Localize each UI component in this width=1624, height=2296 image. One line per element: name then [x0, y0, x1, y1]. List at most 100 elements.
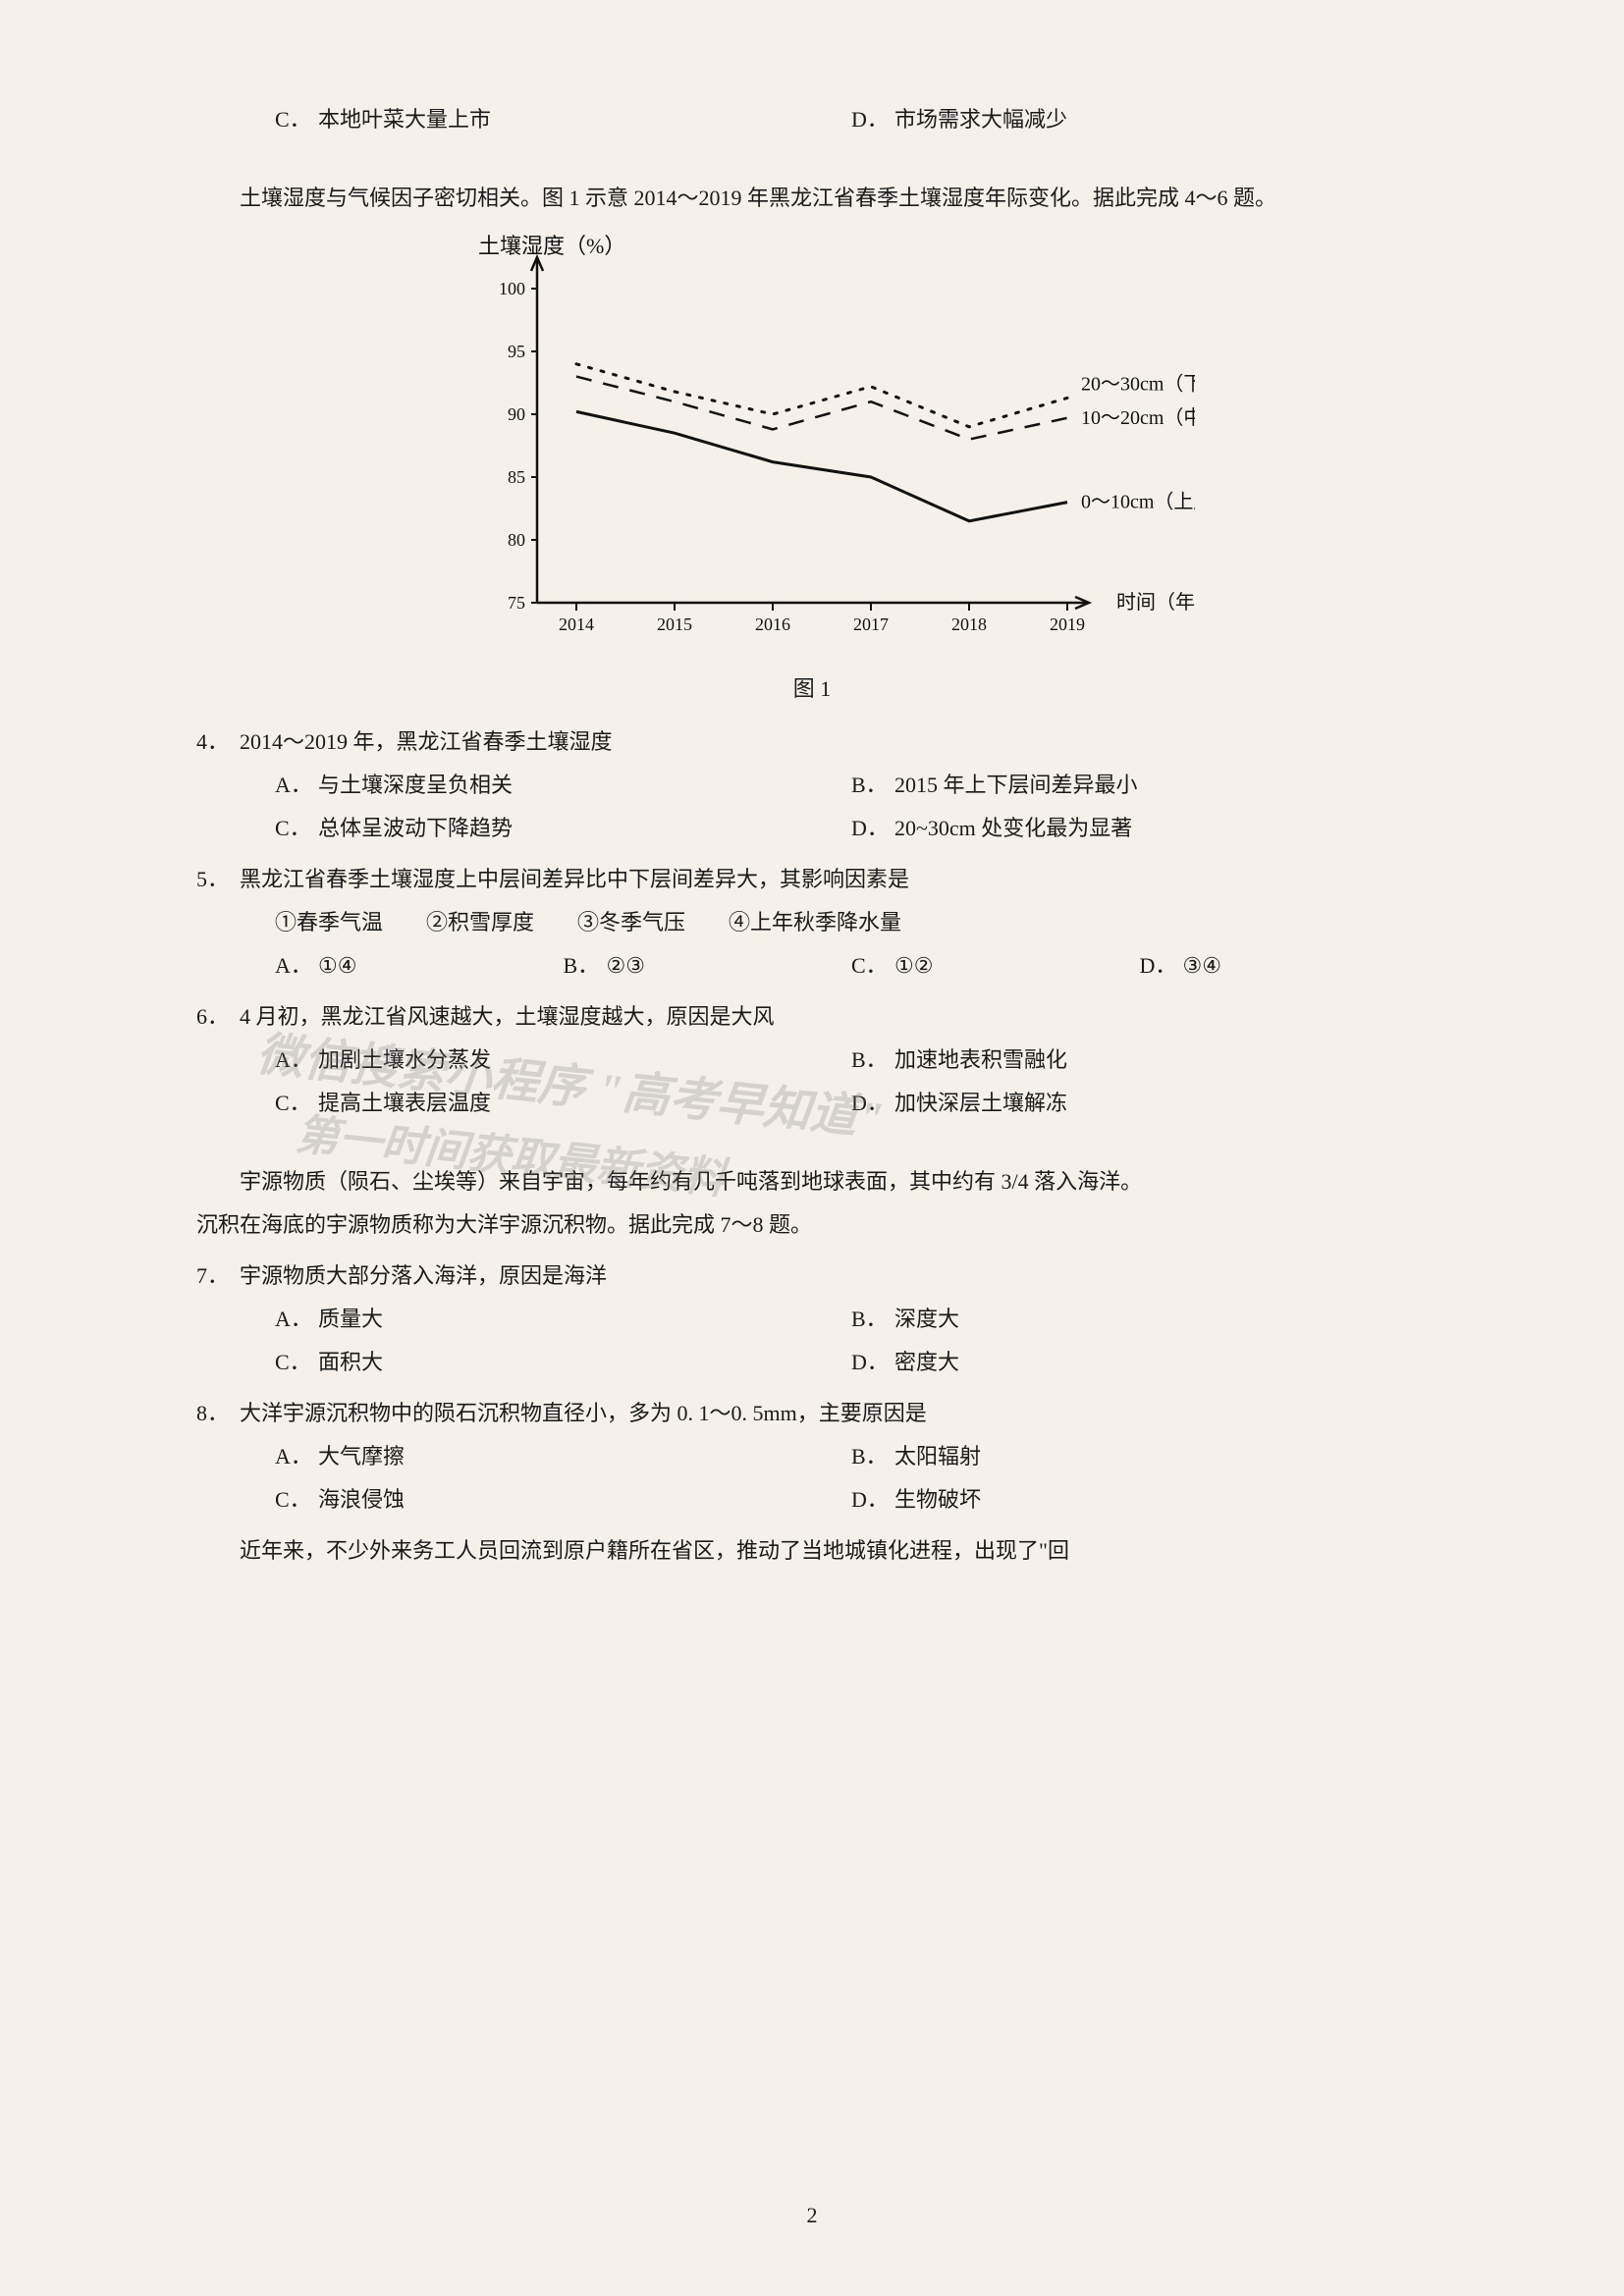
question-6: 6． 4 月初，黑龙江省风速越大，土壤湿度越大，原因是大风	[196, 995, 1428, 1039]
q4-a-label: A．	[275, 764, 318, 807]
q5-factor-4: ④上年秋季降水量	[729, 901, 901, 944]
chart-series-lower	[576, 364, 1067, 427]
q7-a-label: A．	[275, 1298, 318, 1341]
q7-c-text: 面积大	[318, 1341, 383, 1384]
q5-c-text: ①②	[894, 944, 933, 988]
q6-a-label: A．	[275, 1039, 318, 1082]
q4-options-cd: C． 总体呈波动下降趋势 D． 20~30cm 处变化最为显著	[196, 807, 1428, 850]
passage-3: 近年来，不少外来务工人员回流到原户籍所在省区，推动了当地城镇化进程，出现了"回	[196, 1529, 1428, 1573]
q6-option-a: A． 加剧土壤水分蒸发	[275, 1039, 851, 1082]
svg-text:100: 100	[499, 279, 525, 298]
q7-text: 宇源物质大部分落入海洋，原因是海洋	[240, 1255, 1428, 1298]
q4-b-text: 2015 年上下层间差异最小	[894, 764, 1138, 807]
q4-options-ab: A． 与土壤深度呈负相关 B． 2015 年上下层间差异最小	[196, 764, 1428, 807]
q4-option-d: D． 20~30cm 处变化最为显著	[851, 807, 1428, 850]
q4-option-a: A． 与土壤深度呈负相关	[275, 764, 851, 807]
option-d: D． 市场需求大幅减少	[851, 98, 1428, 141]
q6-d-text: 加快深层土壤解冻	[894, 1082, 1067, 1125]
svg-text:2017: 2017	[853, 614, 889, 634]
q5-option-d: D． ③④	[1140, 944, 1429, 988]
passage-2b: 沉积在海底的宇源物质称为大洋宇源沉积物。据此完成 7～8 题。	[196, 1203, 1428, 1247]
svg-text:85: 85	[508, 467, 525, 487]
q6-c-text: 提高土壤表层温度	[318, 1082, 491, 1125]
q6-number: 6．	[196, 995, 240, 1039]
chart-label-upper: 0～10cm（上层）	[1081, 491, 1195, 513]
q6-a-text: 加剧土壤水分蒸发	[318, 1039, 491, 1082]
q4-d-label: D．	[851, 807, 894, 850]
q7-option-b: B． 深度大	[851, 1298, 1428, 1341]
chart-series-upper	[576, 411, 1067, 520]
q8-text: 大洋宇源沉积物中的陨石沉积物直径小，多为 0. 1～0. 5mm，主要原因是	[240, 1392, 1428, 1435]
q5-a-text: ①④	[318, 944, 356, 988]
question-8: 8． 大洋宇源沉积物中的陨石沉积物直径小，多为 0. 1～0. 5mm，主要原因…	[196, 1392, 1428, 1435]
page-number: 2	[807, 2194, 818, 2237]
q7-a-text: 质量大	[318, 1298, 383, 1341]
chart-y-title: 土壤湿度（%）	[478, 234, 625, 258]
passage-1: 土壤湿度与气候因子密切相关。图 1 示意 2014～2019 年黑龙江省春季土壤…	[196, 177, 1428, 220]
svg-text:90: 90	[508, 404, 525, 424]
q6-text: 4 月初，黑龙江省风速越大，土壤湿度越大，原因是大风	[240, 995, 1428, 1039]
q5-factors: ①春季气温 ②积雪厚度 ③冬季气压 ④上年秋季降水量	[196, 901, 1428, 944]
q6-c-label: C．	[275, 1082, 318, 1125]
q5-factor-1: ①春季气温	[275, 901, 383, 944]
q4-c-label: C．	[275, 807, 318, 850]
option-c-text: 本地叶菜大量上市	[318, 98, 491, 141]
q7-number: 7．	[196, 1255, 240, 1298]
q5-d-label: D．	[1140, 944, 1183, 988]
passage-2: 宇源物质（陨石、尘埃等）来自宇宙，每年约有几千吨落到地球表面，其中约有 3/4 …	[196, 1160, 1428, 1203]
svg-text:75: 75	[508, 593, 525, 613]
svg-text:2015: 2015	[657, 614, 692, 634]
svg-text:95: 95	[508, 342, 525, 361]
svg-text:2016: 2016	[755, 614, 790, 634]
q7-b-label: B．	[851, 1298, 894, 1341]
chart-svg: 土壤湿度（%） 75 80 85 90 95 100	[429, 230, 1195, 662]
q5-option-c: C． ①②	[851, 944, 1140, 988]
q8-option-c: C． 海浪侵蚀	[275, 1478, 851, 1522]
question-4: 4． 2014～2019 年，黑龙江省春季土壤湿度	[196, 721, 1428, 764]
q5-a-label: A．	[275, 944, 318, 988]
q5-b-text: ②③	[607, 944, 645, 988]
q5-text: 黑龙江省春季土壤湿度上中层间差异比中下层间差异大，其影响因素是	[240, 858, 1428, 901]
figure-1-chart: 土壤湿度（%） 75 80 85 90 95 100	[429, 230, 1195, 711]
q8-c-text: 海浪侵蚀	[318, 1478, 405, 1522]
chart-label-lower: 20～30cm（下层）	[1081, 372, 1195, 395]
q5-options: A． ①④ B． ②③ C． ①② D． ③④	[196, 944, 1428, 988]
q6-option-b: B． 加速地表积雪融化	[851, 1039, 1428, 1082]
q7-option-d: D． 密度大	[851, 1341, 1428, 1384]
q4-c-text: 总体呈波动下降趋势	[318, 807, 513, 850]
q8-number: 8．	[196, 1392, 240, 1435]
q7-b-text: 深度大	[894, 1298, 959, 1341]
option-c: C． 本地叶菜大量上市	[275, 98, 851, 141]
q6-option-c: C． 提高土壤表层温度	[275, 1082, 851, 1125]
svg-text:2019: 2019	[1050, 614, 1085, 634]
q8-d-text: 生物破坏	[894, 1478, 981, 1522]
svg-text:2014: 2014	[559, 614, 594, 634]
chart-x-title: 时间（年）	[1116, 591, 1195, 614]
q6-options-ab: A． 加剧土壤水分蒸发 B． 加速地表积雪融化	[196, 1039, 1428, 1082]
q5-factor-2: ②积雪厚度	[426, 901, 534, 944]
q6-b-label: B．	[851, 1039, 894, 1082]
q4-d-text: 20~30cm 处变化最为显著	[894, 807, 1132, 850]
q4-a-text: 与土壤深度呈负相关	[318, 764, 513, 807]
q7-d-label: D．	[851, 1341, 894, 1384]
q5-number: 5．	[196, 858, 240, 901]
q6-option-d: D． 加快深层土壤解冻	[851, 1082, 1428, 1125]
q5-d-text: ③④	[1183, 944, 1221, 988]
q8-b-text: 太阳辐射	[894, 1435, 981, 1478]
q5-b-label: B．	[564, 944, 607, 988]
question-5: 5． 黑龙江省春季土壤湿度上中层间差异比中下层间差异大，其影响因素是	[196, 858, 1428, 901]
q8-option-d: D． 生物破坏	[851, 1478, 1428, 1522]
q8-options-ab: A． 大气摩擦 B． 太阳辐射	[196, 1435, 1428, 1478]
q7-options-cd: C． 面积大 D． 密度大	[196, 1341, 1428, 1384]
q4-text: 2014～2019 年，黑龙江省春季土壤湿度	[240, 721, 1428, 764]
q8-option-b: B． 太阳辐射	[851, 1435, 1428, 1478]
q8-a-text: 大气摩擦	[318, 1435, 405, 1478]
q5-option-b: B． ②③	[564, 944, 852, 988]
q4-option-c: C． 总体呈波动下降趋势	[275, 807, 851, 850]
q8-c-label: C．	[275, 1478, 318, 1522]
q8-d-label: D．	[851, 1478, 894, 1522]
q6-b-text: 加速地表积雪融化	[894, 1039, 1067, 1082]
q5-option-a: A． ①④	[275, 944, 564, 988]
q8-a-label: A．	[275, 1435, 318, 1478]
svg-text:80: 80	[508, 530, 525, 550]
